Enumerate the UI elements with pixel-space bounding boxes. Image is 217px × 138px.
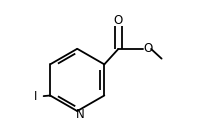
Text: I: I [34,90,37,103]
Text: O: O [143,43,153,55]
Text: N: N [76,108,84,121]
Text: O: O [114,14,123,27]
